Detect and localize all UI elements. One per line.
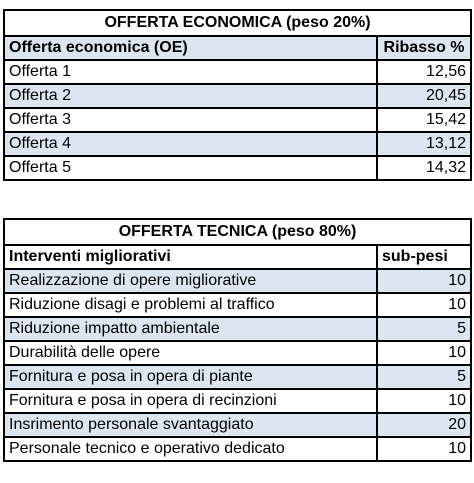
row-label: Durabilità delle opere (3, 340, 378, 366)
row-label: Riduzione impatto ambientale (3, 316, 378, 342)
row-value: 20,45 (376, 83, 472, 109)
row-value: 10 (375, 388, 473, 414)
table-row: Offerta 5 14,32 (3, 155, 472, 181)
column-header-row: Offerta economica (OE) Ribasso % (3, 35, 472, 61)
column-header-label: Interventi migliorativi (3, 244, 378, 270)
row-label: Realizzazione di opere migliorative (3, 268, 378, 294)
table-row: Offerta 1 12,56 (3, 59, 472, 85)
row-value: 12,56 (376, 59, 472, 85)
row-value: 10 (375, 292, 473, 318)
column-header-label: Offerta economica (OE) (3, 35, 378, 61)
column-header-row: Interventi migliorativi sub-pesi (3, 244, 473, 270)
row-label: Offerta 2 (3, 83, 378, 109)
row-label: Offerta 1 (3, 59, 378, 85)
row-value: 14,32 (376, 155, 472, 181)
table-row: Riduzione impatto ambientale 5 (3, 316, 473, 342)
table-row: Offerta 4 13,12 (3, 131, 472, 157)
table-row: Durabilità delle opere 10 (3, 340, 473, 366)
table-title-row: OFFERTA ECONOMICA (peso 20%) (3, 9, 472, 37)
row-value: 5 (375, 364, 473, 390)
table-row: Riduzione disagi e problemi al traffico … (3, 292, 473, 318)
offerta-economica-table: OFFERTA ECONOMICA (peso 20%) Offerta eco… (3, 9, 472, 181)
column-header-value: sub-pesi (375, 244, 473, 270)
row-label: Personale tecnico e operativo dedicato (3, 436, 378, 462)
table-row: Realizzazione di opere migliorative 10 (3, 268, 473, 294)
row-value: 13,12 (376, 131, 472, 157)
row-label: Fornitura e posa in opera di piante (3, 364, 378, 390)
table-row: Offerta 3 15,42 (3, 107, 472, 133)
row-label: Offerta 4 (3, 131, 378, 157)
table-title: OFFERTA ECONOMICA (peso 20%) (3, 9, 472, 37)
row-value: 15,42 (376, 107, 472, 133)
row-value: 10 (375, 436, 473, 462)
table-row: Insrimento personale svantaggiato 20 (3, 412, 473, 438)
row-value: 20 (375, 412, 473, 438)
row-label: Offerta 5 (3, 155, 378, 181)
table-row: Offerta 2 20,45 (3, 83, 472, 109)
offerta-tecnica-table: OFFERTA TECNICA (peso 80%) Interventi mi… (2, 218, 473, 462)
row-label: Offerta 3 (3, 107, 378, 133)
column-header-value: Ribasso % (376, 35, 472, 61)
table-row: Fornitura e posa in opera di piante 5 (3, 364, 473, 390)
row-label: Insrimento personale svantaggiato (3, 412, 378, 438)
table-title: OFFERTA TECNICA (peso 80%) (2, 218, 473, 246)
table-title-row: OFFERTA TECNICA (peso 80%) (2, 218, 473, 246)
row-label: Fornitura e posa in opera di recinzioni (3, 388, 378, 414)
row-value: 10 (375, 268, 473, 294)
table-row: Personale tecnico e operativo dedicato 1… (3, 436, 473, 462)
row-value: 5 (375, 316, 473, 342)
row-label: Riduzione disagi e problemi al traffico (3, 292, 378, 318)
row-value: 10 (375, 340, 473, 366)
table-row: Fornitura e posa in opera di recinzioni … (3, 388, 473, 414)
